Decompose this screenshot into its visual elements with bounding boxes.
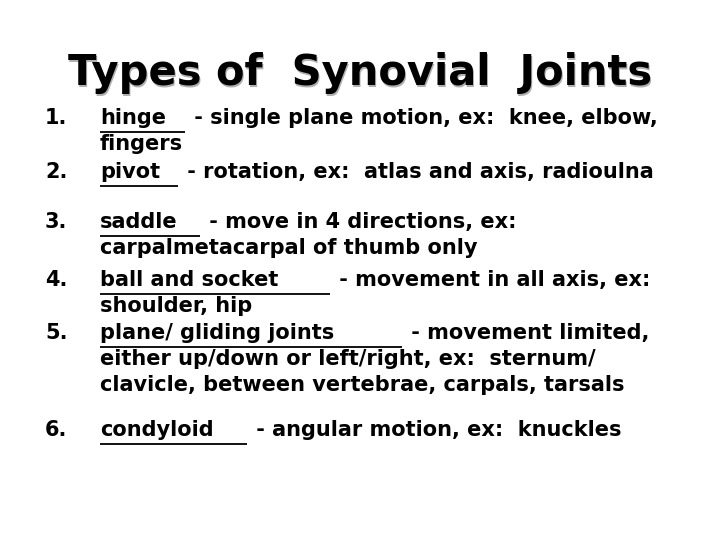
Text: 3.: 3. xyxy=(45,212,68,232)
Text: ball and socket: ball and socket xyxy=(100,270,279,290)
Text: - single plane motion, ex:  knee, elbow,: - single plane motion, ex: knee, elbow, xyxy=(187,108,658,128)
Text: fingers: fingers xyxy=(100,134,183,154)
Text: - rotation, ex:  atlas and axis, radioulna: - rotation, ex: atlas and axis, radiouln… xyxy=(179,162,653,182)
Text: condyloid: condyloid xyxy=(100,420,214,440)
Text: plane/ gliding joints: plane/ gliding joints xyxy=(100,323,334,343)
Text: - movement limited,: - movement limited, xyxy=(404,323,649,343)
Text: carpalmetacarpal of thumb only: carpalmetacarpal of thumb only xyxy=(100,238,477,258)
Text: 2.: 2. xyxy=(45,162,68,182)
Text: hinge: hinge xyxy=(100,108,166,128)
Text: 4.: 4. xyxy=(45,270,68,290)
Text: 1.: 1. xyxy=(45,108,68,128)
Text: clavicle, between vertebrae, carpals, tarsals: clavicle, between vertebrae, carpals, ta… xyxy=(100,375,624,395)
Text: either up/down or left/right, ex:  sternum/: either up/down or left/right, ex: sternu… xyxy=(100,349,595,369)
Text: Types of  Synovial  Joints: Types of Synovial Joints xyxy=(68,52,652,94)
Text: pivot: pivot xyxy=(100,162,160,182)
Text: Types of  Synovial  Joints: Types of Synovial Joints xyxy=(69,54,653,96)
Text: - angular motion, ex:  knuckles: - angular motion, ex: knuckles xyxy=(248,420,621,440)
Text: - move in 4 directions, ex:: - move in 4 directions, ex: xyxy=(202,212,517,232)
Text: saddle: saddle xyxy=(100,212,178,232)
Text: - movement in all axis, ex:: - movement in all axis, ex: xyxy=(332,270,651,290)
Text: 5.: 5. xyxy=(45,323,68,343)
Text: shoulder, hip: shoulder, hip xyxy=(100,296,252,316)
Text: 6.: 6. xyxy=(45,420,68,440)
